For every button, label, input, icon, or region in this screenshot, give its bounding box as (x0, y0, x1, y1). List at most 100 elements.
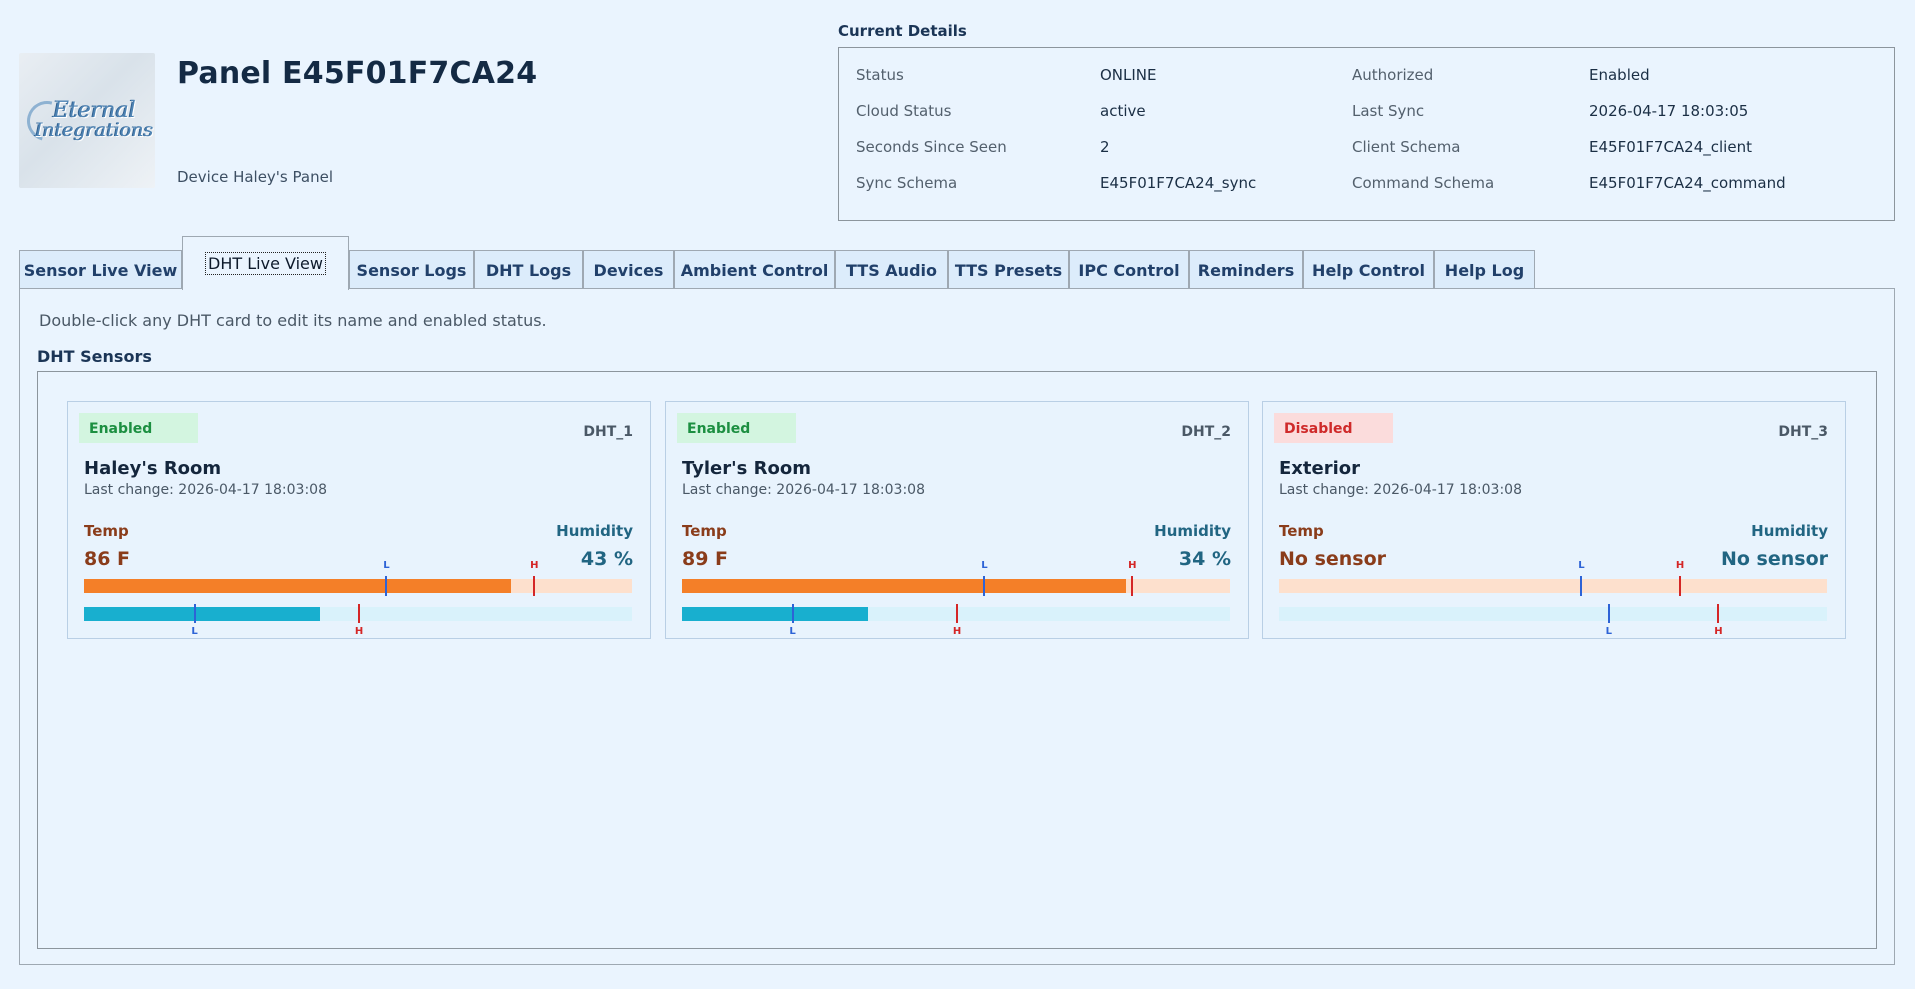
page-title: Panel E45F01F7CA24 (177, 56, 538, 91)
detail-label-authorized: Authorized (1352, 66, 1434, 84)
temp-bar: L H (682, 560, 1230, 596)
temp-low-marker (1580, 576, 1583, 596)
humidity-high-marker (956, 604, 958, 623)
tab-ipc-control[interactable]: IPC Control (1069, 250, 1189, 289)
status-badge: Disabled (1274, 413, 1393, 443)
details-legend: Current Details (838, 22, 967, 40)
tab-dht-live-view[interactable]: DHT Live View (182, 236, 349, 290)
temp-bar: L H (84, 560, 632, 596)
sensor-name: Haley's Room (84, 458, 222, 479)
temp-bar-fill (84, 579, 512, 593)
temp-high-marker (533, 576, 536, 596)
temp-low-marker (385, 576, 388, 596)
sensor-id: DHT_3 (1778, 424, 1828, 440)
last-change: Last change: 2026-04-17 18:03:08 (84, 482, 327, 498)
humidity-low-marker (193, 604, 196, 623)
temp-high-marker (1679, 576, 1682, 596)
detail-value-command-schema: E45F01F7CA24_command (1589, 174, 1786, 192)
detail-value-authorized: Enabled (1589, 66, 1650, 84)
humidity-high-label: H (952, 626, 962, 637)
humidity-bar: L H (1279, 604, 1827, 637)
tab-devices[interactable]: Devices (583, 250, 674, 289)
humidity-low-label: L (191, 626, 198, 637)
tab-ambient-control[interactable]: Ambient Control (674, 250, 835, 289)
detail-value-client-schema: E45F01F7CA24_client (1589, 138, 1752, 156)
detail-value-cloud-status: active (1100, 102, 1146, 120)
humidity-value: 34 % (1178, 548, 1231, 570)
detail-label-seconds-since-seen: Seconds Since Seen (856, 138, 1007, 156)
company-logo: Eternal Integrations (19, 53, 155, 188)
logo-text-line1: Eternal (53, 98, 136, 123)
sensor-name: Exterior (1279, 458, 1361, 479)
status-badge: Enabled (677, 413, 796, 443)
humidity-value: No sensor (1720, 548, 1828, 570)
dht-card[interactable]: Enabled DHT_2 Tyler's Room Last change: … (665, 401, 1249, 639)
tab-sensor-live-view[interactable]: Sensor Live View (19, 250, 182, 289)
sensor-id: DHT_1 (583, 424, 633, 440)
humidity-label: Humidity (1154, 522, 1231, 540)
humidity-low-marker (1607, 604, 1610, 623)
temp-bar: L H (1279, 560, 1827, 596)
detail-value-status: ONLINE (1100, 66, 1157, 84)
status-badge: Enabled (79, 413, 198, 443)
humidity-high-marker (358, 604, 360, 623)
detail-label-last-sync: Last Sync (1352, 102, 1425, 120)
tab-help-log[interactable]: Help Log (1434, 250, 1535, 289)
details-panel: Status ONLINE Authorized Enabled Cloud S… (838, 47, 1895, 221)
dht-card[interactable]: Disabled DHT_3 Exterior Last change: 202… (1262, 401, 1846, 639)
tab-bar: Sensor Live View DHT Live View Sensor Lo… (19, 236, 1899, 290)
detail-label-command-schema: Command Schema (1352, 174, 1495, 192)
temp-high-label: H (530, 560, 539, 571)
temp-value: 89 F (682, 548, 729, 570)
temp-low-marker (983, 576, 986, 596)
humidity-low-label: L (789, 626, 796, 637)
last-change: Last change: 2026-04-17 18:03:08 (682, 482, 925, 498)
humidity-high-label: H (354, 626, 364, 637)
detail-value-seconds-since-seen: 2 (1100, 138, 1110, 156)
tab-tts-presets[interactable]: TTS Presets (948, 250, 1069, 289)
sensor-id: DHT_2 (1181, 424, 1231, 440)
humidity-high-label: H (1714, 626, 1723, 637)
temp-label: Temp (682, 522, 727, 540)
temp-high-label: H (1128, 560, 1137, 571)
tab-help-control[interactable]: Help Control (1303, 250, 1434, 289)
last-change: Last change: 2026-04-17 18:03:08 (1279, 482, 1522, 498)
humidity-bar-fill (84, 607, 320, 621)
humidity-high-marker (1717, 604, 1720, 623)
sensor-name: Tyler's Room (682, 458, 811, 479)
temp-label: Temp (1279, 522, 1324, 540)
humidity-label: Humidity (556, 522, 633, 540)
edit-hint: Double-click any DHT card to edit its na… (39, 311, 547, 330)
tab-dht-logs[interactable]: DHT Logs (474, 250, 583, 289)
temp-low-label: L (383, 560, 390, 571)
dht-sensors-legend: DHT Sensors (37, 347, 152, 366)
humidity-label: Humidity (1751, 522, 1828, 540)
detail-label-cloud-status: Cloud Status (856, 102, 952, 120)
detail-label-sync-schema: Sync Schema (856, 174, 958, 192)
temp-label: Temp (84, 522, 129, 540)
detail-label-client-schema: Client Schema (1352, 138, 1461, 156)
humidity-bar: L H (682, 604, 1230, 637)
dht-card[interactable]: Enabled DHT_1 Haley's Room Last change: … (67, 401, 651, 639)
tab-tts-audio[interactable]: TTS Audio (835, 250, 948, 289)
tab-dht-live-view-label: DHT Live View (205, 252, 326, 275)
humidity-low-label: L (1605, 626, 1612, 637)
humidity-value: 43 % (580, 548, 633, 570)
device-name: Device Haley's Panel (177, 168, 333, 186)
detail-label-status: Status (856, 66, 904, 84)
detail-value-sync-schema: E45F01F7CA24_sync (1100, 174, 1257, 192)
detail-value-last-sync: 2026-04-17 18:03:05 (1589, 102, 1749, 120)
tab-reminders[interactable]: Reminders (1189, 250, 1303, 289)
humidity-low-marker (791, 604, 794, 623)
humidity-bar-fill (682, 607, 869, 621)
temp-low-label: L (1578, 560, 1585, 571)
dht-sensors-group (37, 371, 1877, 949)
temp-value: No sensor (1279, 548, 1387, 570)
humidity-bar: L H (84, 604, 632, 637)
temp-high-label: H (1675, 560, 1685, 571)
temp-value: 86 F (84, 548, 131, 570)
tab-sensor-logs[interactable]: Sensor Logs (349, 250, 474, 289)
logo-text-line2: Integrations (35, 119, 154, 141)
temp-high-marker (1131, 576, 1134, 596)
temp-bar-fill (682, 579, 1126, 593)
